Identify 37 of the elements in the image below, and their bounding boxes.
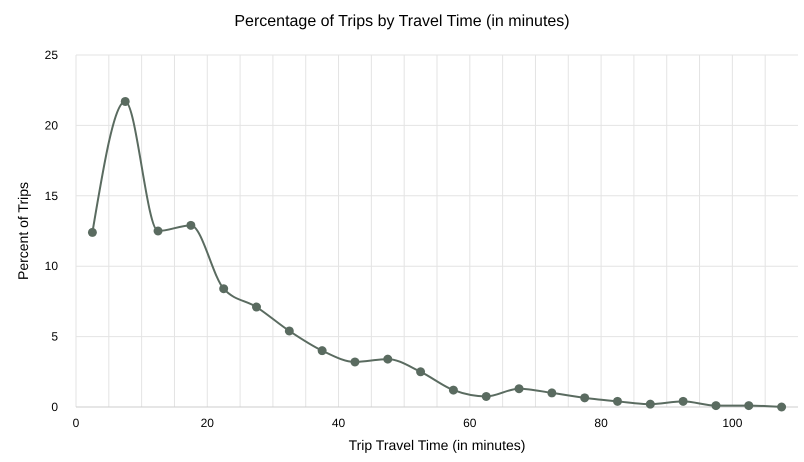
point <box>580 393 590 402</box>
y-tick-label: 10 <box>44 259 58 274</box>
point <box>777 402 786 412</box>
point <box>547 388 556 398</box>
point <box>416 367 426 376</box>
point <box>482 392 491 401</box>
y-tick-label: 20 <box>44 118 58 132</box>
x-tick-label: 40 <box>332 416 346 430</box>
point <box>219 284 228 294</box>
point <box>88 228 97 237</box>
point <box>120 96 130 106</box>
y-tick-label: 15 <box>44 188 58 203</box>
x-axis-title: Trip Travel Time (in minutes) <box>348 437 526 453</box>
point <box>186 220 196 230</box>
point <box>154 226 163 236</box>
point <box>252 302 261 312</box>
y-axis-title: Percent of Trips <box>15 182 31 280</box>
point <box>514 384 524 394</box>
point <box>448 386 458 395</box>
point <box>744 401 754 410</box>
x-tick-label: 20 <box>200 416 214 430</box>
x-tick-label: 0 <box>72 416 80 430</box>
point <box>318 346 327 356</box>
x-tick-label: 60 <box>463 416 477 430</box>
point <box>613 396 622 406</box>
y-tick-label: 5 <box>51 330 58 344</box>
point <box>678 396 688 406</box>
chart-title: Percentage of Trips by Travel Time (in minutes) <box>234 13 570 30</box>
x-tick-label: 80 <box>594 416 608 430</box>
point <box>711 401 720 410</box>
point <box>284 326 294 336</box>
y-tick-label: 0 <box>51 400 58 414</box>
x-tick-label: 100 <box>722 416 743 430</box>
point <box>646 400 655 409</box>
point <box>383 354 392 364</box>
point <box>350 357 360 366</box>
y-tick-label: 25 <box>44 48 58 62</box>
